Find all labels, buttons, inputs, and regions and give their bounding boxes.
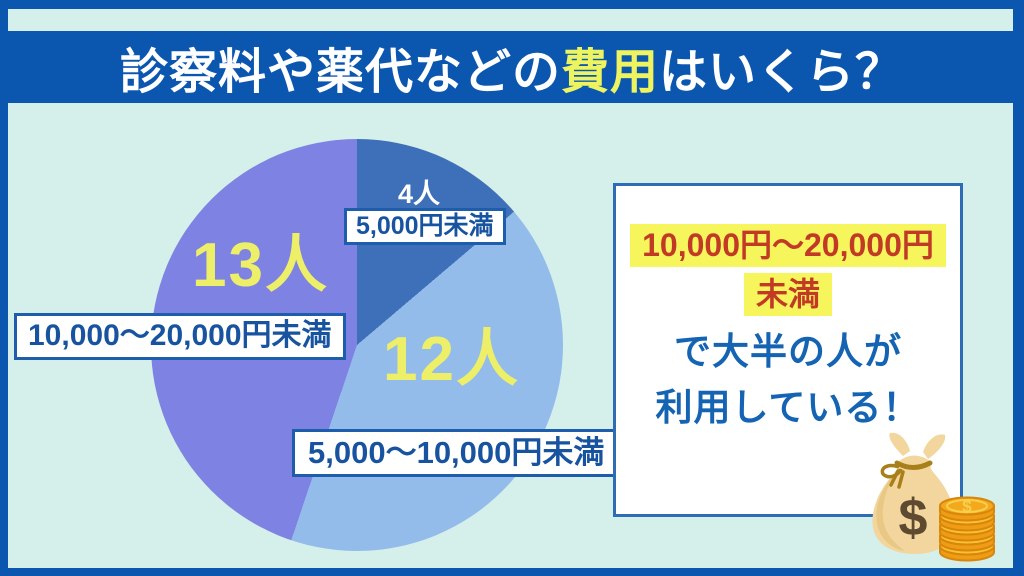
callout-text-line2: 利用している！ (655, 387, 921, 429)
callout-text-line1: で大半の人が (674, 330, 902, 372)
money-bag-ear-left (889, 432, 910, 456)
title-highlight: 費用 (560, 46, 659, 99)
dollar-sign-icon: $ (899, 489, 928, 547)
pie-count-5000-10000: 12人 (383, 325, 520, 394)
callout-highlight-range: 10,000円～20,000円 (630, 224, 946, 267)
title-suffix: はいくら？ (659, 46, 905, 99)
pie-label-5000-10000: 5,000～10,000円未満 (292, 429, 621, 477)
pie-count-under5000: 4人 (398, 179, 441, 209)
money-bag-rope (894, 460, 933, 470)
title-band: 診察料や薬代などの費用はいくら？ (0, 31, 1024, 103)
pie-label-under5000: 5,000円未満 (344, 208, 506, 245)
money-bag-rope-ends (889, 469, 905, 489)
pie-label-10000-20000: 10,000～20,000円未満 (14, 313, 346, 360)
money-bag-icon: $ $ (872, 432, 995, 562)
page-title: 診察料や薬代などの費用はいくら？ (120, 32, 904, 102)
coin-stack-icon: $ (939, 496, 995, 562)
money-bag-body (872, 464, 955, 554)
title-prefix: 診察料や薬代などの (119, 46, 561, 99)
callout-highlight-miman: 未満 (743, 272, 832, 316)
coin-top: $ (939, 496, 995, 522)
coin-dollar-sign: $ (962, 497, 972, 516)
money-bag-shading (876, 470, 905, 551)
pie-count-10000-20000: 13人 (192, 231, 329, 300)
money-bag-ear-right (923, 434, 946, 459)
